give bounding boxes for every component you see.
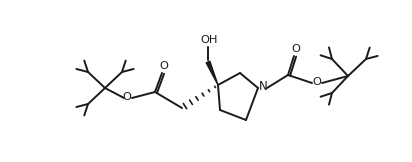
Text: O: O: [292, 44, 300, 54]
Text: O: O: [159, 61, 169, 71]
Text: N: N: [259, 81, 267, 93]
Polygon shape: [206, 61, 218, 85]
Text: OH: OH: [200, 35, 218, 45]
Text: O: O: [313, 77, 321, 87]
Text: O: O: [122, 92, 131, 102]
